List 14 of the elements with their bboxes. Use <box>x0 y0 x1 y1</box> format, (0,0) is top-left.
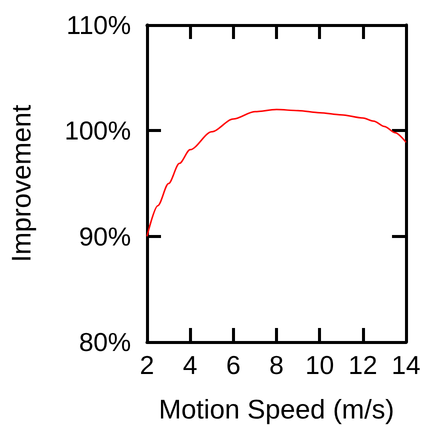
x-tick-label: 2 <box>140 350 154 380</box>
x-tick-label: 6 <box>226 350 241 380</box>
y-tick-label: 90% <box>78 221 131 252</box>
y-tick-label: 100% <box>64 116 131 146</box>
y-tick-label: 110% <box>66 10 131 40</box>
x-tick-label: 14 <box>392 350 420 380</box>
x-tick-label: 10 <box>305 350 334 380</box>
x-tick-label: 4 <box>182 350 198 380</box>
y-axis-title: Improvement <box>6 104 36 262</box>
x-axis-title: Motion Speed (m/s) <box>158 394 394 424</box>
line-series <box>146 108 407 238</box>
x-tick-label: 8 <box>269 350 284 380</box>
x-tick-label: 12 <box>348 350 378 380</box>
y-tick-label: 80% <box>78 327 131 357</box>
